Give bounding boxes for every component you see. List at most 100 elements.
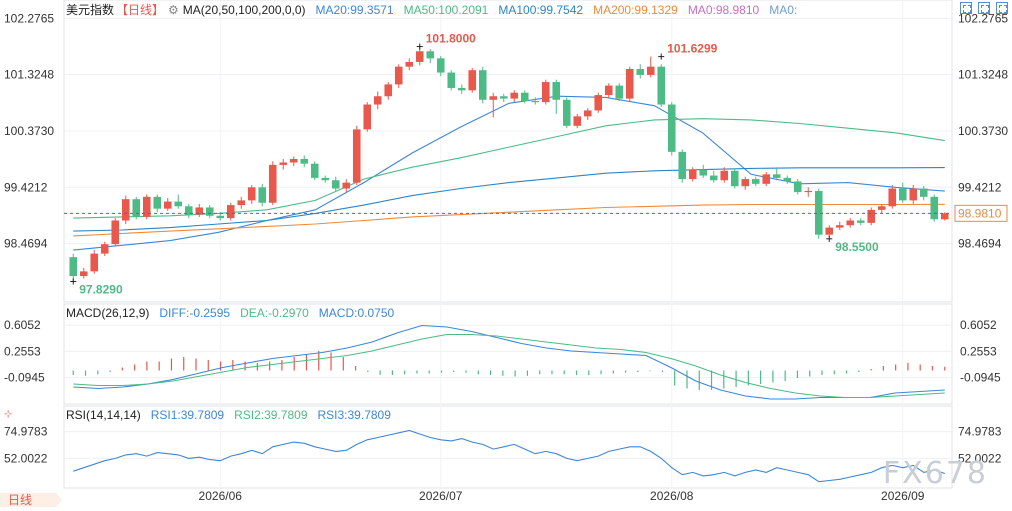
candle-body (510, 92, 519, 99)
candle-body (174, 201, 183, 207)
candle-body (867, 209, 876, 223)
candle-body (279, 162, 288, 165)
candle-body (163, 201, 172, 209)
ma-line-ma100 (73, 167, 945, 232)
candle-body (793, 181, 802, 193)
settings-icon[interactable]: ⚙ (168, 2, 179, 17)
ma-params: MA(20,50,100,200,0,0) (182, 2, 306, 17)
ma100-value: MA100:99.7542 (498, 2, 584, 17)
candle-body (877, 206, 886, 210)
candle-body (79, 271, 88, 277)
macd-diff: DIFF:-0.2595 (159, 306, 231, 320)
rsi1-value: RSI1:39.7809 (150, 408, 225, 422)
symbol-title: 美元指数 (66, 3, 115, 17)
macd-value: MACD:0.0750 (318, 306, 395, 320)
candle-body (888, 188, 897, 207)
candle-body (751, 179, 760, 184)
macd-diff-line (73, 324, 945, 400)
candle-body (478, 70, 487, 100)
candle-body (226, 205, 235, 219)
candle-body (468, 70, 477, 91)
rsi3-value: RSI3:39.7809 (317, 408, 391, 422)
candle-body (741, 179, 750, 187)
price-tick-right: 99.4212 (958, 180, 1002, 194)
candle-body (394, 66, 403, 85)
extreme-label: 97.8290 (79, 282, 123, 296)
macd-tick-right: 0.6052 (960, 318, 997, 332)
fullscreen-icon[interactable] (996, 2, 1008, 14)
candle-body (499, 96, 508, 99)
current-price-label: 98.9810 (958, 206, 1002, 220)
period-tab[interactable]: 日线 (0, 493, 62, 507)
rsi-line (73, 429, 945, 483)
candle-body (835, 225, 844, 228)
candle-body (111, 220, 120, 245)
candle-body (604, 85, 613, 96)
candle-body (205, 207, 214, 216)
candle-body (541, 82, 550, 103)
price-tick-right: 102.2765 (958, 11, 1008, 25)
candle-body (898, 188, 907, 201)
extreme-label: 101.6299 (667, 42, 717, 56)
candle-body (531, 100, 540, 103)
time-label: 2026/08 (650, 489, 694, 503)
extreme-label: 101.8000 (426, 32, 476, 46)
period-label[interactable]: 【日线】 (116, 3, 165, 17)
candle-body (573, 116, 582, 126)
macd-params: MACD(26,12,9) (66, 306, 150, 320)
macd-dea-line (73, 333, 945, 399)
candle-body (384, 84, 393, 97)
candle-body (342, 182, 351, 189)
price-tick-right: 100.3730 (958, 124, 1008, 138)
candle-body (321, 177, 330, 181)
ma0b-value: MA0: (769, 2, 798, 17)
watermark: FX678 (882, 456, 988, 491)
candle-body (940, 213, 949, 220)
candle-body (919, 188, 928, 197)
candle-body (289, 158, 298, 163)
candle-body (457, 87, 466, 91)
expand-icon[interactable] (960, 2, 972, 14)
candle-body (268, 164, 277, 203)
price-tick-left: 99.4212 (4, 180, 48, 194)
rsi-marker-icon: ⊹ (4, 409, 13, 420)
candle-body (405, 61, 414, 67)
layout-icon[interactable] (978, 2, 990, 14)
ma-line-ma200 (73, 203, 945, 237)
candle-body (762, 174, 771, 184)
current-price-box (954, 204, 1008, 222)
panel-frame (63, 303, 953, 405)
panel-frame (63, 405, 953, 489)
candle-body (909, 188, 918, 201)
candle-body (825, 227, 834, 235)
candle-body (237, 200, 246, 206)
candle-body (153, 196, 162, 209)
rsi-tick-right: 74.9783 (958, 425, 1002, 439)
candle-body (121, 199, 130, 221)
candle-body (100, 244, 109, 254)
candle-body (688, 169, 697, 180)
candle-body (69, 257, 78, 277)
rsi-params: RSI(14,14,14) (66, 408, 141, 422)
price-tick-left: 101.3248 (4, 68, 54, 82)
candle-body (657, 66, 666, 105)
candle-body (583, 110, 592, 117)
macd-tick-left: 0.6052 (4, 318, 41, 332)
candle-body (184, 206, 193, 215)
price-tick-left: 102.2765 (4, 11, 54, 25)
price-tick-right: 98.4694 (958, 237, 1002, 251)
candle-body (730, 170, 739, 187)
candle-body (783, 177, 792, 182)
candle-body (625, 69, 634, 99)
time-label: 2026/06 (199, 489, 243, 503)
candle-body (678, 151, 687, 180)
candle-body (615, 85, 624, 99)
macd-tick-right: 0.2553 (960, 344, 997, 358)
candle-body (195, 207, 204, 215)
rsi-tick-right: 52.0022 (958, 451, 1002, 465)
candle-body (216, 215, 225, 219)
time-label: 2026/09 (881, 489, 925, 503)
toolbar (960, 2, 1008, 14)
ma20-value: MA20:99.3571 (315, 2, 394, 17)
candle-body (594, 95, 603, 111)
